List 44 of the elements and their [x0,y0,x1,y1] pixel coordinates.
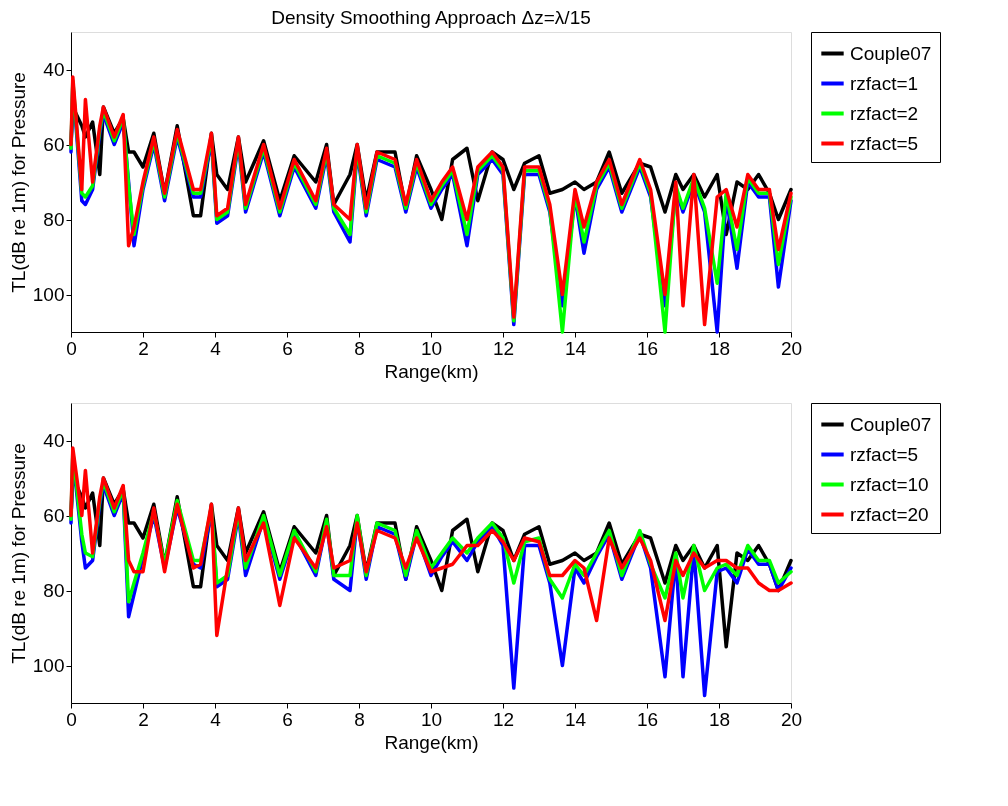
legend-label: rzfact=1 [850,72,919,94]
chart-title: Density Smoothing Approach Δz=λ/15 [271,6,591,28]
x-tick-label: 4 [210,337,222,359]
x-tick-label: 10 [420,708,443,730]
line-series [69,446,793,638]
legend-label: rzfact=10 [850,473,929,495]
x-tick-label: 8 [354,708,365,730]
x-tick-label: 14 [564,708,587,730]
legend-label: rzfact=5 [850,443,919,465]
x-tick-label: 8 [354,337,365,359]
legend-label: rzfact=2 [850,102,919,124]
y-tick-label: 60 [43,134,65,155]
legend-label: rzfact=5 [850,132,919,154]
x-tick-label: 20 [780,708,803,730]
x-tick-label: 14 [564,337,587,359]
legend-label: rzfact=20 [850,503,929,525]
legend-label: Couple07 [850,413,932,435]
y-tick-label: 60 [43,505,65,526]
x-tick-label: 12 [492,708,515,730]
x-axis-title: Range(km) [384,360,479,382]
x-tick-label: 20 [780,337,803,359]
x-axis-title: Range(km) [384,731,479,753]
y-tick-label: 40 [43,59,65,80]
y-tick-label: 40 [43,430,65,451]
x-tick-label: 18 [708,337,731,359]
y-axis-title: TL(dB re 1m) for Pressure [7,72,29,293]
x-tick-label: 18 [708,708,731,730]
x-tick-label: 0 [66,708,77,730]
x-tick-label: 4 [210,708,222,730]
x-tick-label: 2 [138,708,149,730]
x-tick-label: 2 [138,337,149,359]
y-tick-label: 80 [43,209,65,230]
y-tick-label: 100 [32,655,65,676]
x-tick-label: 10 [420,337,443,359]
x-tick-label: 12 [492,337,515,359]
y-axis-title: TL(dB re 1m) for Pressure [7,443,29,664]
x-tick-label: 6 [282,708,293,730]
x-tick-label: 16 [636,708,659,730]
y-tick-label: 100 [32,284,65,305]
x-tick-label: 16 [636,337,659,359]
legend-label: Couple07 [850,42,932,64]
y-tick-label: 80 [43,580,65,601]
x-tick-label: 6 [282,337,293,359]
x-tick-label: 0 [66,337,77,359]
